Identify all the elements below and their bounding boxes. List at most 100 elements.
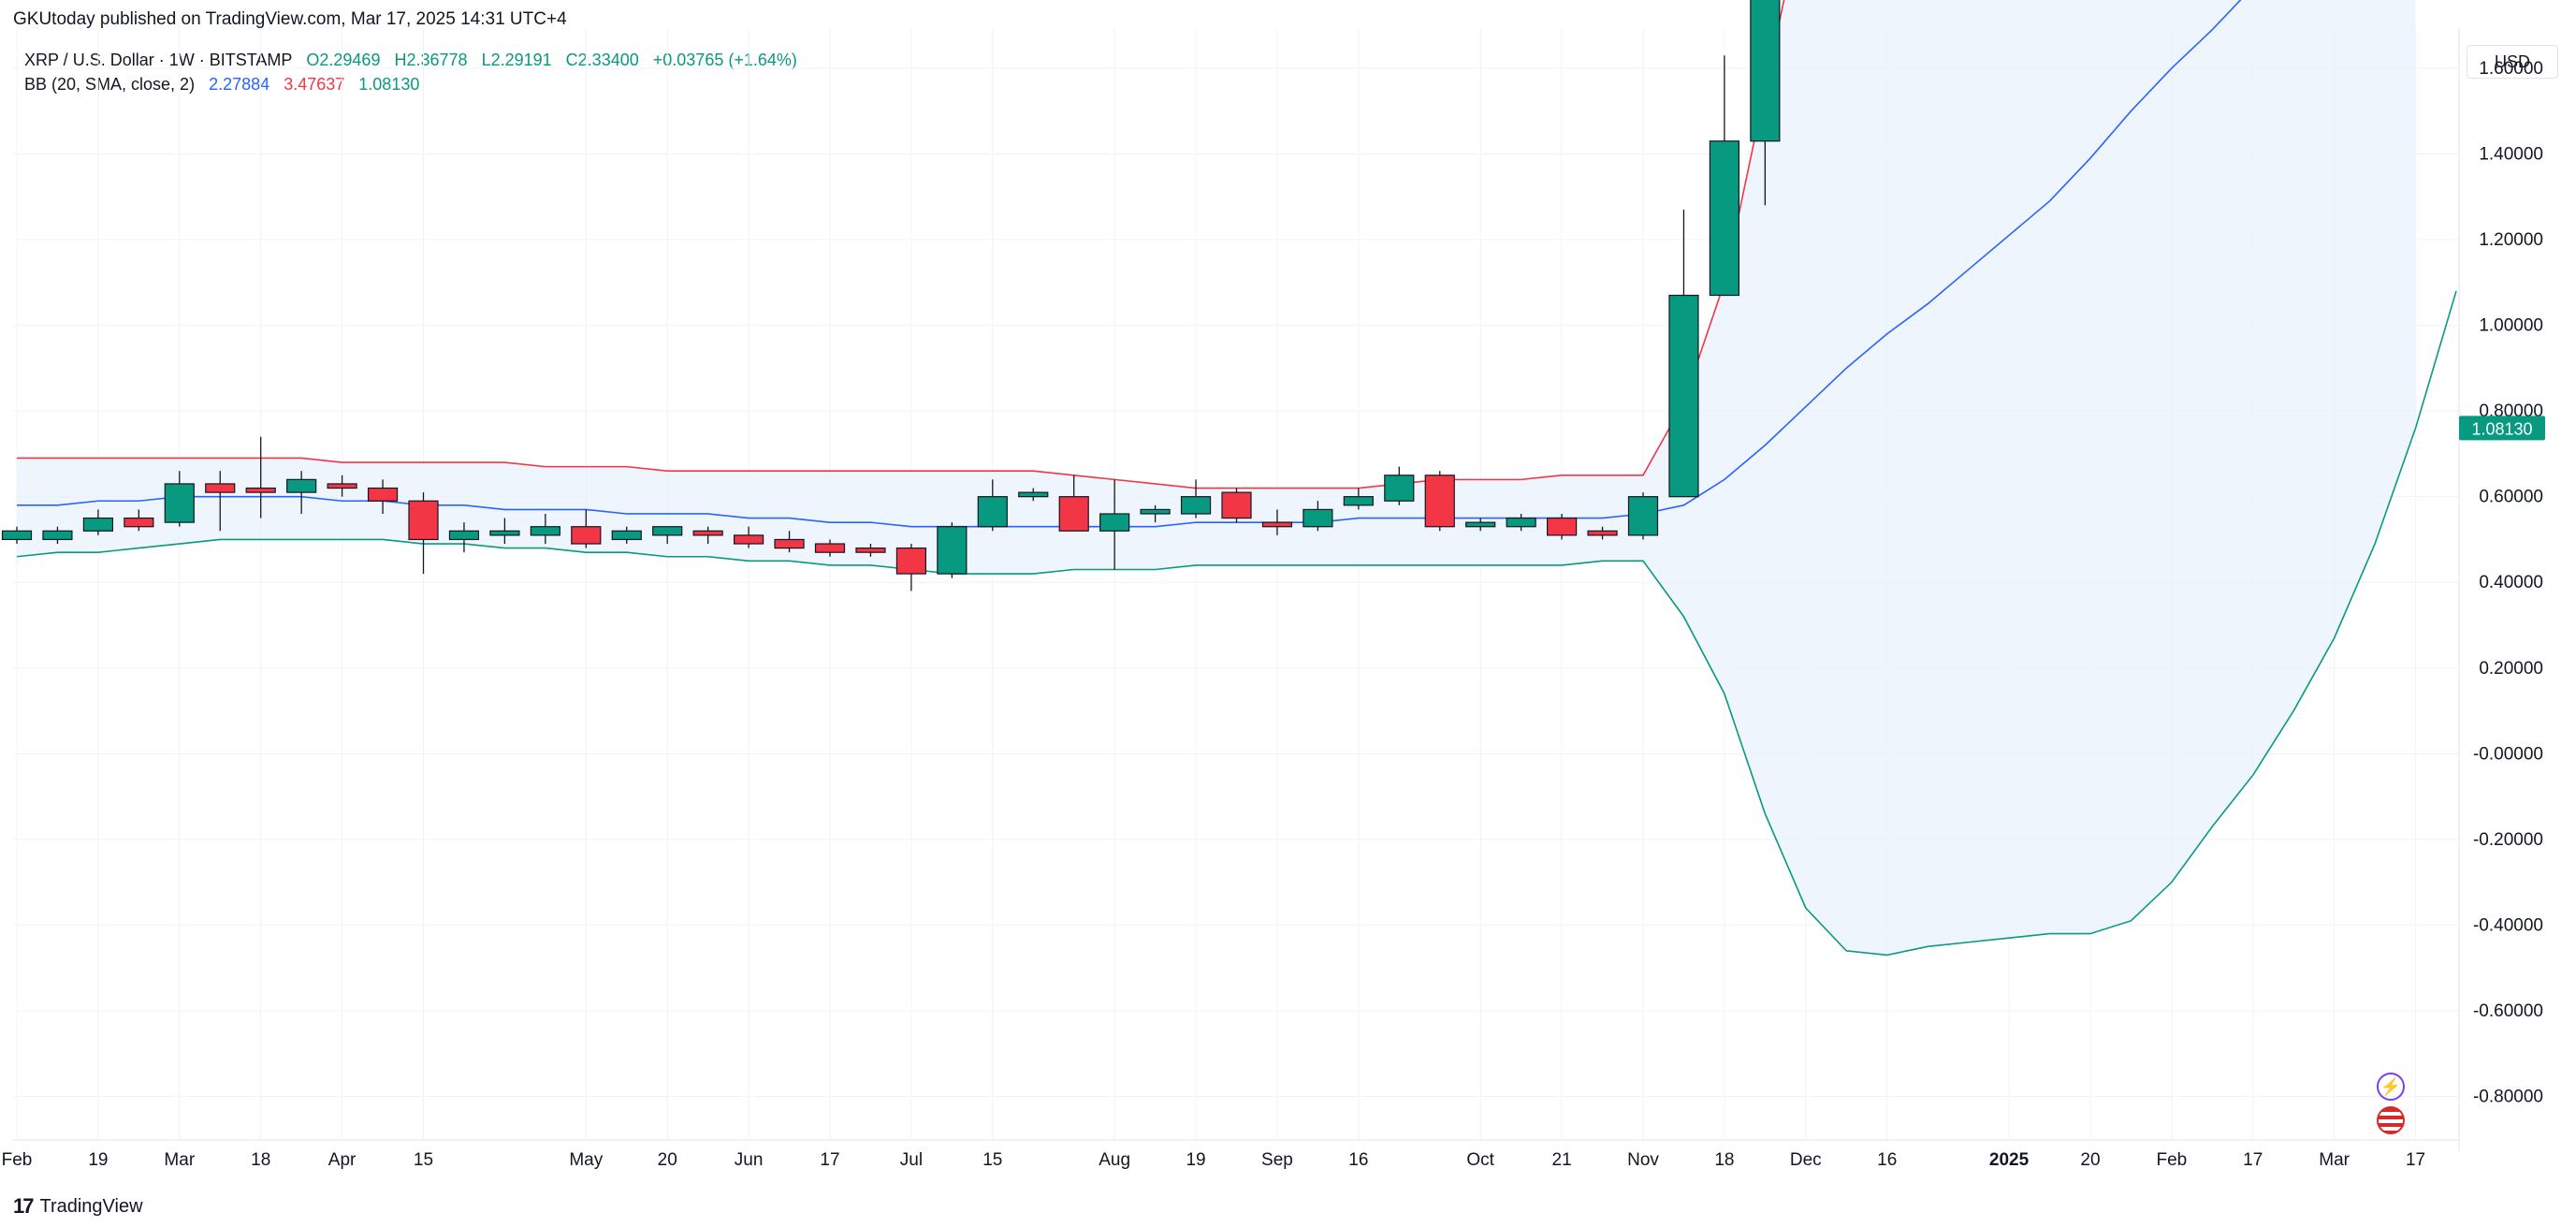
time-tick-label: Feb bbox=[2156, 1150, 2187, 1170]
price-axis: 4.000003.800003.600003.400003.200003.000… bbox=[2473, 59, 2543, 1107]
candle bbox=[774, 531, 805, 553]
candle bbox=[1627, 492, 1659, 540]
candle-body bbox=[530, 526, 560, 536]
candle-body bbox=[42, 530, 73, 541]
bollinger-bands bbox=[16, 0, 2457, 957]
candle-body bbox=[571, 526, 602, 545]
candle-body bbox=[1261, 521, 1293, 528]
lower-band-tag: 1.08130 bbox=[2459, 416, 2545, 441]
candle-body bbox=[408, 500, 439, 541]
candle bbox=[1465, 518, 1496, 532]
candle bbox=[367, 479, 399, 514]
candle bbox=[1424, 471, 1455, 532]
candle bbox=[42, 526, 73, 545]
us-flag-icon[interactable] bbox=[2377, 1106, 2405, 1134]
candle-body bbox=[82, 517, 114, 532]
time-tick-label: 16 bbox=[1877, 1150, 1897, 1170]
symbol-name[interactable]: XRP / U.S. Dollar · 1W · BITSTAMP bbox=[24, 51, 293, 69]
time-tick-label: 20 bbox=[658, 1150, 677, 1170]
price-tick-label: -0.20000 bbox=[2473, 830, 2543, 850]
candle bbox=[814, 539, 846, 557]
candle-body bbox=[367, 487, 399, 502]
price-tick-label: -0.40000 bbox=[2473, 915, 2543, 935]
candle-body bbox=[1506, 517, 1536, 528]
candle-body bbox=[1465, 521, 1496, 528]
candle bbox=[82, 509, 114, 535]
candle bbox=[977, 479, 1008, 532]
candle bbox=[571, 509, 602, 548]
candle bbox=[895, 544, 927, 592]
candle-body bbox=[1343, 496, 1374, 506]
price-tick-label: -0.80000 bbox=[2473, 1088, 2543, 1107]
band-fill bbox=[17, 0, 2416, 956]
candle-body bbox=[895, 548, 927, 575]
candle-body bbox=[1058, 496, 1089, 532]
symbol-legend: XRP / U.S. Dollar · 1W · BITSTAMP O2.294… bbox=[24, 51, 807, 70]
time-tick-label: Sep bbox=[1261, 1150, 1293, 1170]
time-tick-label: May bbox=[569, 1150, 603, 1170]
candle bbox=[1221, 488, 1252, 523]
candle-body bbox=[611, 530, 642, 541]
candle bbox=[1140, 504, 1171, 523]
indicator-name[interactable]: BB (20, SMA, close, 2) bbox=[24, 75, 196, 94]
candle-body bbox=[1709, 140, 1740, 297]
candle bbox=[1546, 513, 1578, 540]
price-tick-label: 0.20000 bbox=[2479, 659, 2543, 679]
close-value: C2.33400 bbox=[565, 51, 639, 69]
candle-body bbox=[245, 487, 276, 493]
candle bbox=[327, 475, 357, 497]
time-tick-label: Feb bbox=[2, 1150, 33, 1170]
candle-body bbox=[937, 526, 968, 575]
time-tick-label: 2025 bbox=[1989, 1150, 2030, 1170]
time-axis: Feb 19 Mar 18 Apr 15 May 20 Jun 17 Jul 15 Aug 19 Sep 16… bbox=[2, 1150, 2425, 1170]
time-tick-label: 20 bbox=[2080, 1150, 2100, 1170]
time-tick-label: 17 bbox=[820, 1150, 839, 1170]
tradingview-brand[interactable]: 17 TradingView bbox=[13, 1194, 143, 1219]
currency-button[interactable]: USD bbox=[2467, 45, 2558, 79]
change-value: +0.03765 (+1.64%) bbox=[652, 51, 797, 69]
candle-body bbox=[1587, 530, 1618, 536]
brand-name: TradingView bbox=[39, 1195, 143, 1217]
candle bbox=[489, 518, 520, 545]
candle-body bbox=[774, 538, 805, 549]
candle bbox=[1261, 509, 1293, 535]
candle-body bbox=[1180, 496, 1212, 515]
indicator-basis: 2.27884 bbox=[209, 75, 270, 94]
candle bbox=[448, 522, 480, 553]
candle-body bbox=[1018, 491, 1049, 498]
candle-body bbox=[1546, 517, 1578, 536]
candle bbox=[1303, 501, 1333, 532]
lower-band-tag-label: 1.08130 bbox=[2471, 419, 2532, 438]
indicator-lower: 1.08130 bbox=[358, 75, 420, 94]
candle bbox=[408, 492, 439, 575]
candle bbox=[733, 526, 764, 548]
publish-info: GKUtoday published on TradingView.com, M… bbox=[13, 9, 567, 29]
time-tick-label: 18 bbox=[251, 1150, 270, 1170]
time-tick-label: 15 bbox=[982, 1150, 1002, 1170]
candle-body bbox=[1668, 294, 1699, 498]
price-tick-label: 1.20000 bbox=[2479, 230, 2543, 250]
candle-body bbox=[692, 530, 723, 536]
price-tick-label: 1.40000 bbox=[2479, 144, 2543, 164]
candle bbox=[1750, 0, 1781, 206]
price-tick-label: 1.00000 bbox=[2479, 316, 2543, 336]
candle bbox=[1058, 475, 1089, 532]
time-tick-label: Jul bbox=[900, 1150, 923, 1170]
time-tick-label: Mar bbox=[2319, 1150, 2350, 1170]
candle-body bbox=[1384, 475, 1415, 502]
time-tick-label: 19 bbox=[1186, 1150, 1205, 1170]
candle-body bbox=[1424, 475, 1455, 528]
time-tick-label: Apr bbox=[328, 1150, 357, 1170]
candle-body bbox=[1140, 508, 1171, 515]
candle bbox=[611, 526, 642, 545]
candle-body bbox=[814, 543, 846, 553]
time-tick-label: 16 bbox=[1348, 1150, 1368, 1170]
candle bbox=[245, 436, 276, 519]
lightning-icon[interactable]: ⚡ bbox=[2377, 1073, 2405, 1101]
candle-body bbox=[205, 483, 236, 493]
time-tick-label: Oct bbox=[1466, 1150, 1494, 1170]
candle bbox=[164, 471, 195, 527]
time-tick-label: 15 bbox=[414, 1150, 433, 1170]
time-tick-label: 17 bbox=[2243, 1150, 2263, 1170]
